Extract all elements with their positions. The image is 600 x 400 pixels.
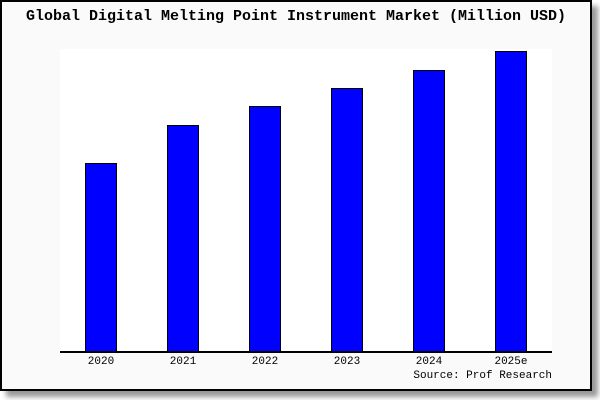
bar-2020 xyxy=(85,163,117,351)
bar-slot-2023 xyxy=(306,49,388,351)
bar-slot-2022 xyxy=(224,49,306,351)
chart-frame: Global Digital Melting Point Instrument … xyxy=(0,0,592,391)
source-label: Source: Prof Research xyxy=(413,370,552,382)
bar-2025e xyxy=(495,51,527,351)
x-tick-label-2024: 2024 xyxy=(415,356,443,368)
chart-title: Global Digital Melting Point Instrument … xyxy=(25,8,567,25)
plot-area xyxy=(60,49,552,353)
x-axis-labels: 2020 2021 2022 2023 2024 2025e xyxy=(60,356,552,368)
x-tick-label-2021: 2021 xyxy=(169,356,197,368)
x-tick-label-2023: 2023 xyxy=(333,356,361,368)
x-tick-label-2025e: 2025e xyxy=(494,356,528,368)
bar-slot-2020 xyxy=(60,49,142,351)
x-tick-label-2020: 2020 xyxy=(87,356,115,368)
bar-slot-2025e xyxy=(470,49,552,351)
bar-slot-2024 xyxy=(388,49,470,351)
bar-2024 xyxy=(413,70,445,351)
bar-2022 xyxy=(249,106,281,351)
bar-slot-2021 xyxy=(142,49,224,351)
bar-2023 xyxy=(331,88,363,351)
bar-2021 xyxy=(167,125,199,351)
x-tick-label-2022: 2022 xyxy=(251,356,279,368)
